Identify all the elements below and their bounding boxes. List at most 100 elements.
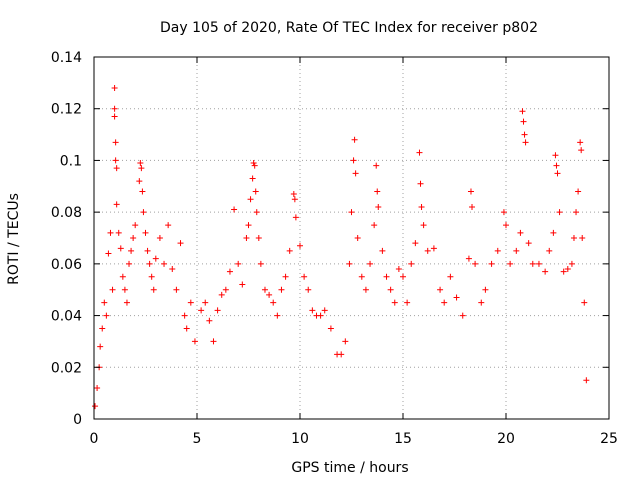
- data-point: [453, 294, 460, 301]
- data-point: [546, 247, 553, 254]
- data-point: [416, 149, 423, 156]
- data-point: [412, 240, 419, 247]
- data-point: [507, 260, 514, 267]
- data-point: [148, 273, 155, 280]
- data-point: [112, 139, 119, 146]
- data-point: [137, 160, 144, 167]
- data-point: [274, 312, 281, 319]
- data-point: [278, 286, 285, 293]
- grid-lines: [94, 57, 609, 419]
- data-point: [138, 165, 145, 172]
- data-point: [286, 247, 293, 254]
- data-point: [113, 201, 120, 208]
- data-point: [374, 188, 381, 195]
- data-point: [568, 260, 575, 267]
- data-point: [327, 325, 334, 332]
- data-point: [119, 273, 126, 280]
- data-point: [342, 338, 349, 345]
- tick-labels: 0 5 10 15 20 25 0 0.02 0.04 0.06 0.08 0.1 0.12 0.14: [51, 50, 618, 447]
- data-point: [191, 338, 198, 345]
- data-point: [578, 147, 585, 154]
- data-point: [183, 325, 190, 332]
- data-point: [503, 222, 509, 229]
- data-point: [560, 268, 567, 275]
- data-point: [430, 245, 437, 252]
- data-point: [542, 268, 549, 275]
- data-point: [142, 229, 149, 236]
- data-point: [111, 85, 118, 92]
- data-point: [165, 222, 172, 229]
- data-point: [222, 286, 229, 293]
- data-point: [128, 247, 135, 254]
- data-point: [226, 268, 233, 275]
- data-point: [579, 235, 586, 241]
- data-point: [535, 260, 542, 267]
- data-point: [214, 307, 221, 314]
- data-point: [521, 131, 528, 138]
- data-point: [247, 196, 254, 203]
- data-point: [358, 273, 365, 280]
- y-tick-label: 0.06: [51, 257, 82, 273]
- data-point: [257, 260, 264, 267]
- data-point: [564, 266, 571, 273]
- plot-frame: [93, 56, 610, 420]
- data-point: [245, 222, 252, 229]
- data-point: [395, 266, 402, 273]
- data-point: [472, 260, 479, 267]
- x-tick-label: 25: [600, 431, 618, 447]
- data-point: [292, 214, 299, 221]
- data-point: [173, 286, 180, 293]
- data-point: [520, 118, 527, 125]
- y-tick-label: 0.08: [51, 205, 82, 221]
- data-point: [181, 312, 188, 319]
- data-point: [252, 188, 259, 195]
- data-point: [354, 235, 361, 241]
- y-tick-label: 0.1: [60, 153, 82, 169]
- data-point: [255, 235, 262, 241]
- data-point: [161, 260, 168, 267]
- data-point: [218, 291, 225, 298]
- data-point: [210, 338, 217, 345]
- y-tick-label: 0.04: [51, 309, 82, 325]
- data-point: [570, 235, 577, 241]
- data-point: [522, 139, 529, 146]
- data-point: [494, 247, 501, 254]
- data-point: [202, 299, 209, 306]
- data-point: [156, 235, 163, 241]
- data-point: [348, 209, 355, 216]
- data-point: [420, 222, 427, 229]
- data-point: [231, 206, 238, 213]
- data-point: [251, 162, 258, 169]
- data-point: [338, 351, 345, 358]
- data-point: [177, 240, 184, 247]
- x-tick-label: 20: [497, 431, 515, 447]
- data-point: [132, 222, 139, 229]
- data-point: [375, 203, 382, 210]
- data-point: [525, 240, 532, 247]
- data-point: [404, 299, 411, 306]
- data-point: [465, 255, 472, 262]
- data-point: [253, 209, 260, 216]
- data-point: [529, 260, 536, 267]
- data-point: [552, 152, 559, 159]
- x-tick-label: 10: [291, 431, 309, 447]
- data-point: [441, 299, 448, 306]
- data-point: [266, 291, 273, 298]
- data-point: [459, 312, 466, 319]
- data-point: [577, 139, 584, 146]
- data-point: [321, 307, 328, 314]
- data-point: [583, 377, 590, 384]
- data-point: [346, 260, 353, 267]
- data-point: [556, 209, 563, 216]
- data-point: [469, 203, 476, 210]
- data-point: [270, 299, 277, 306]
- data-points: [92, 85, 590, 410]
- data-point: [467, 188, 474, 195]
- data-point: [249, 175, 256, 182]
- data-point: [243, 235, 250, 241]
- data-point: [187, 299, 194, 306]
- data-point: [297, 242, 303, 249]
- data-point: [139, 188, 146, 195]
- data-point: [130, 235, 137, 241]
- y-tick-label: 0: [73, 412, 82, 428]
